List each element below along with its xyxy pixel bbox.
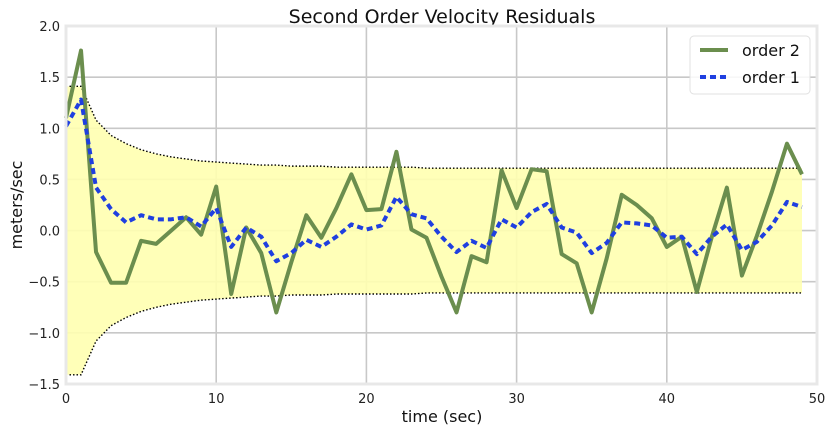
plot-frame	[64, 24, 819, 386]
x-tick-label: 30	[508, 392, 525, 407]
axes-layer: 0 10 20 30 40 50 −1.5 −1.0 −0.5 0.0 0.5 1.0 1.5 2.0	[28, 20, 825, 407]
y-tick-label: 0.5	[39, 173, 60, 188]
y-axis-label: meters/sec	[7, 161, 26, 250]
y-tick-label: −0.5	[28, 276, 60, 291]
x-tick-label: 20	[358, 392, 375, 407]
x-tick-label: 0	[62, 392, 70, 407]
x-tick-label: 40	[659, 392, 676, 407]
x-tick-label: 10	[208, 392, 225, 407]
legend: order 2 order 1	[689, 35, 811, 95]
series-line-order-1	[64, 97, 803, 264]
y-tick-label: 2.0	[39, 20, 60, 35]
band-upper-edge	[66, 85, 802, 169]
band-lower-edge	[66, 292, 802, 376]
y-tick-label: −1.5	[28, 378, 60, 393]
x-axis-label: time (sec)	[402, 407, 483, 426]
x-tick-label: 50	[809, 392, 826, 407]
y-tick-label: 0.0	[39, 225, 60, 240]
y-tick-label: −1.0	[28, 327, 60, 342]
legend-label-order-1: order 1	[742, 68, 800, 87]
legend-label-order-2: order 2	[742, 41, 800, 60]
chart-title: Second Order Velocity Residuals	[289, 6, 596, 28]
y-tick-label: 1.5	[39, 71, 60, 86]
y-tick-label: 1.0	[39, 122, 60, 137]
series-layer	[64, 48, 804, 315]
